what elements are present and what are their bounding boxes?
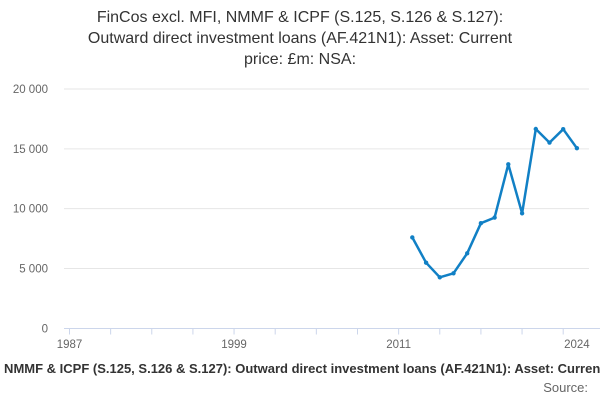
chart-title-line-2: Outward direct investment loans (AF.421N…	[87, 30, 513, 47]
chart-title: FinCos excl. MFI, NMMF & ICPF (S.125, S.…	[0, 7, 600, 70]
x-axis-tick-label: 2024	[564, 339, 590, 351]
series-line[interactable]	[411, 127, 579, 279]
source-label: Source:	[543, 380, 588, 395]
data-point-marker[interactable]	[437, 275, 442, 280]
data-point-marker[interactable]	[547, 140, 552, 145]
chart-title-line-3: price: £m: NSA:	[243, 51, 357, 68]
data-point-marker[interactable]	[492, 215, 497, 220]
data-point-marker[interactable]	[478, 221, 484, 226]
x-axis-tick-label: 2011	[386, 339, 411, 351]
y-axis-tick-label: 10 000	[13, 204, 48, 216]
data-point-marker[interactable]	[574, 146, 580, 151]
chart-footer: FinCos excl. MFI, NMMF & ICPF (S.125, S.…	[0, 361, 600, 395]
data-point-marker[interactable]	[410, 235, 415, 240]
data-point-marker[interactable]	[506, 162, 511, 167]
chart-title-line-1: FinCos excl. MFI, NMMF & ICPF (S.125, S.…	[96, 9, 504, 26]
footer-series-clip: FinCos excl. MFI, NMMF & ICPF (S.125, S.…	[0, 361, 600, 376]
y-axis-tick-label: 5 000	[19, 263, 48, 275]
data-point-marker[interactable]	[533, 126, 538, 132]
x-axis-tick-label: 1999	[221, 339, 247, 351]
data-point-marker[interactable]	[465, 251, 470, 256]
x-axis-tick-label: 1987	[57, 339, 83, 351]
data-point-marker[interactable]	[519, 211, 525, 216]
y-axis-tick-label: 0	[42, 323, 48, 335]
data-point-marker[interactable]	[423, 260, 429, 265]
y-axis-tick-label: 15 000	[13, 144, 48, 156]
data-point-marker[interactable]	[561, 127, 566, 132]
data-point-marker[interactable]	[451, 271, 456, 276]
y-axis-tick-label: 20 000	[13, 84, 48, 96]
footer-series-text: FinCos excl. MFI, NMMF & ICPF (S.125, S.…	[0, 361, 600, 376]
